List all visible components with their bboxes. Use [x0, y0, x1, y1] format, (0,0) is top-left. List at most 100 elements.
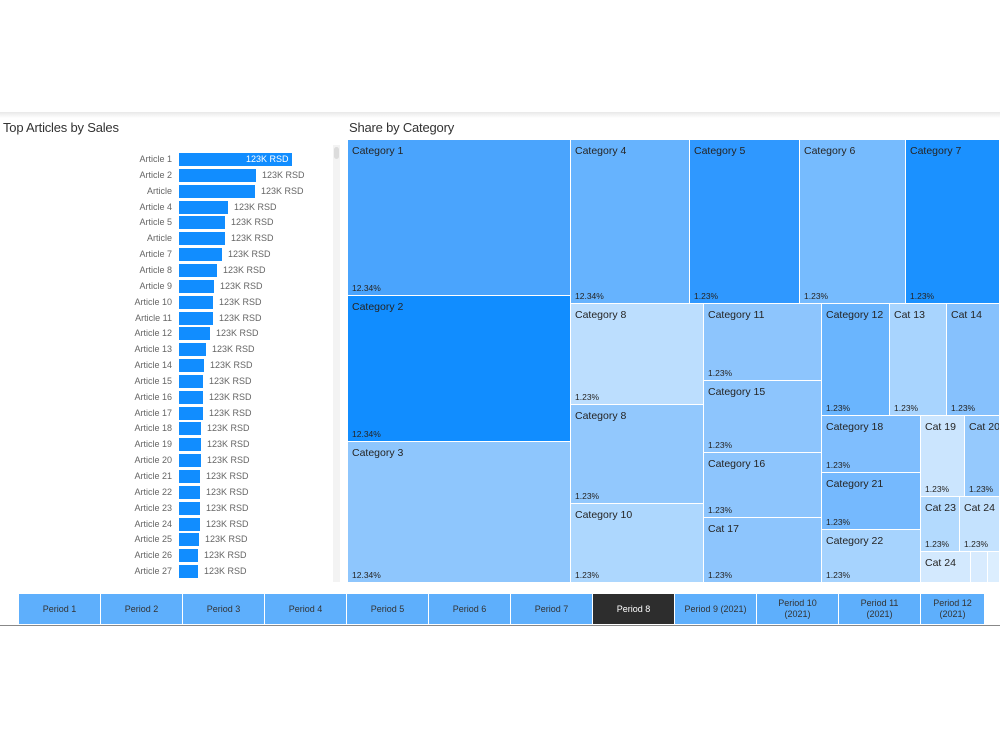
treemap-tile[interactable]: Cat 17 1.23% — [704, 518, 822, 583]
treemap-tile[interactable]: Category 21 1.23% — [822, 473, 921, 530]
bar[interactable] — [179, 438, 201, 452]
treemap-tile[interactable]: Cat 24 1.23% — [960, 497, 1000, 552]
bar-row[interactable]: Article 12 123K RSD — [0, 326, 330, 341]
bar[interactable] — [179, 517, 200, 531]
period-button-11[interactable]: Period 11 (2021) — [839, 594, 921, 624]
bar-chart-scrollbar[interactable] — [333, 145, 340, 582]
treemap-tile[interactable]: Cat 24 — [921, 552, 971, 583]
bar-row[interactable]: Article 16 123K RSD — [0, 390, 330, 404]
bar-row[interactable]: Article 27 123K RSD — [0, 564, 330, 579]
period-button-10[interactable]: Period 10 (2021) — [757, 594, 839, 624]
treemap-tile[interactable]: Category 2 12.34% — [348, 296, 571, 442]
treemap-tile[interactable]: Category 22 1.23% — [822, 530, 921, 583]
bar[interactable] — [179, 359, 204, 373]
bar-row[interactable]: Article 1 123K RSD — [0, 152, 330, 166]
bar-row[interactable]: Article 14 123K RSD — [0, 358, 330, 373]
period-button-5[interactable]: Period 5 — [347, 594, 429, 624]
bar-row[interactable]: Article 21 123K RSD — [0, 469, 330, 483]
bar[interactable] — [179, 168, 256, 182]
period-button-9[interactable]: Period 9 (2021) — [675, 594, 757, 624]
treemap-tile[interactable]: Category 8 1.23% — [571, 405, 704, 504]
bar[interactable] — [179, 248, 222, 262]
treemap-tile[interactable] — [971, 552, 988, 583]
treemap-tile[interactable]: Category 8 1.23% — [571, 304, 704, 405]
bar[interactable] — [179, 343, 206, 357]
bar-row[interactable]: Article 15 123K RSD — [0, 374, 330, 388]
bar[interactable] — [179, 311, 213, 325]
bar-row[interactable]: Article 123K RSD — [0, 184, 330, 198]
treemap-tile[interactable]: Category 10 1.23% — [571, 504, 704, 583]
treemap-tile[interactable]: Category 15 1.23% — [704, 381, 822, 453]
period-button-12[interactable]: Period 12 (2021) — [921, 594, 985, 624]
treemap-tile[interactable] — [988, 552, 1000, 583]
bar[interactable] — [179, 184, 255, 198]
bar[interactable] — [179, 533, 199, 547]
tile-share-value: 1.23% — [894, 403, 919, 413]
treemap-tile[interactable]: Cat 19 1.23% — [921, 416, 965, 497]
treemap-tile[interactable]: Category 7 1.23% — [906, 140, 1000, 304]
bar[interactable] — [179, 200, 228, 214]
treemap-tile[interactable]: Cat 13 1.23% — [890, 304, 947, 416]
treemap-tile[interactable]: Cat 20 1.23% — [965, 416, 1000, 497]
tile-category-label: Category 10 — [575, 509, 633, 521]
bar[interactable] — [179, 279, 214, 293]
bar-row[interactable]: Article 123K RSD — [0, 231, 330, 246]
treemap-tile[interactable]: Cat 14 1.23% — [947, 304, 1000, 416]
bar[interactable] — [179, 501, 200, 515]
treemap-tile[interactable]: Cat 23 1.23% — [921, 497, 960, 552]
tile-category-label: Category 15 — [708, 386, 766, 398]
bar[interactable] — [179, 406, 203, 420]
period-button-7[interactable]: Period 7 — [511, 594, 593, 624]
bar[interactable] — [179, 216, 225, 230]
bar[interactable] — [179, 327, 210, 341]
bar[interactable] — [179, 454, 201, 468]
bar[interactable] — [179, 565, 198, 579]
period-button-4[interactable]: Period 4 — [265, 594, 347, 624]
bar[interactable] — [179, 470, 200, 483]
bar-row[interactable]: Article 23 123K RSD — [0, 501, 330, 515]
bar[interactable] — [179, 422, 201, 436]
bar[interactable] — [179, 153, 292, 166]
bar[interactable] — [179, 232, 225, 246]
bar-value-label: 123K RSD — [262, 169, 305, 180]
treemap-tile[interactable]: Category 18 1.23% — [822, 416, 921, 473]
bar[interactable] — [179, 295, 213, 309]
bar[interactable] — [179, 390, 203, 404]
bar[interactable] — [179, 374, 203, 388]
bar-row[interactable]: Article 17 123K RSD — [0, 406, 330, 420]
bar-row[interactable]: Article 10 123K RSD — [0, 295, 330, 309]
tile-share-value: 1.23% — [804, 291, 829, 301]
bar-row[interactable]: Article 7 123K RSD — [0, 247, 330, 262]
bar-row[interactable]: Article 8 123K RSD — [0, 263, 330, 277]
bar-row[interactable]: Article 5 123K RSD — [0, 215, 330, 230]
period-button-3[interactable]: Period 3 — [183, 594, 265, 624]
treemap-tile[interactable]: Category 5 1.23% — [690, 140, 800, 304]
period-button-6[interactable]: Period 6 — [429, 594, 511, 624]
treemap-tile[interactable]: Category 11 1.23% — [704, 304, 822, 381]
period-button-2[interactable]: Period 2 — [101, 594, 183, 624]
treemap-tile[interactable]: Category 3 12.34% — [348, 442, 571, 583]
bar[interactable] — [179, 263, 217, 277]
bar-row[interactable]: Article 13 123K RSD — [0, 342, 330, 357]
treemap-tile[interactable]: Category 4 12.34% — [571, 140, 690, 304]
treemap-tile[interactable]: Category 16 1.23% — [704, 453, 822, 518]
bar-row[interactable]: Article 19 123K RSD — [0, 437, 330, 452]
bar-row[interactable]: Article 20 123K RSD — [0, 453, 330, 468]
bar-row[interactable]: Article 26 123K RSD — [0, 548, 330, 563]
period-button-1[interactable]: Period 1 — [19, 594, 101, 624]
bar-row[interactable]: Article 25 123K RSD — [0, 532, 330, 547]
treemap-tile[interactable]: Category 12 1.23% — [822, 304, 890, 416]
bar-row[interactable]: Article 22 123K RSD — [0, 485, 330, 499]
bar[interactable] — [179, 549, 198, 563]
bar-row[interactable]: Article 18 123K RSD — [0, 421, 330, 436]
bar-row[interactable]: Article 4 123K RSD — [0, 200, 330, 214]
treemap-tile[interactable]: Category 6 1.23% — [800, 140, 906, 304]
bar-chart-scroll-thumb[interactable] — [334, 147, 339, 159]
treemap-tile[interactable]: Category 1 12.34% — [348, 140, 571, 296]
bar-row[interactable]: Article 2 123K RSD — [0, 168, 330, 182]
period-button-8[interactable]: Period 8 — [593, 594, 675, 624]
bar-row[interactable]: Article 11 123K RSD — [0, 311, 330, 325]
bar-row[interactable]: Article 9 123K RSD — [0, 279, 330, 293]
bar-row[interactable]: Article 24 123K RSD — [0, 517, 330, 531]
bar[interactable] — [179, 485, 200, 499]
